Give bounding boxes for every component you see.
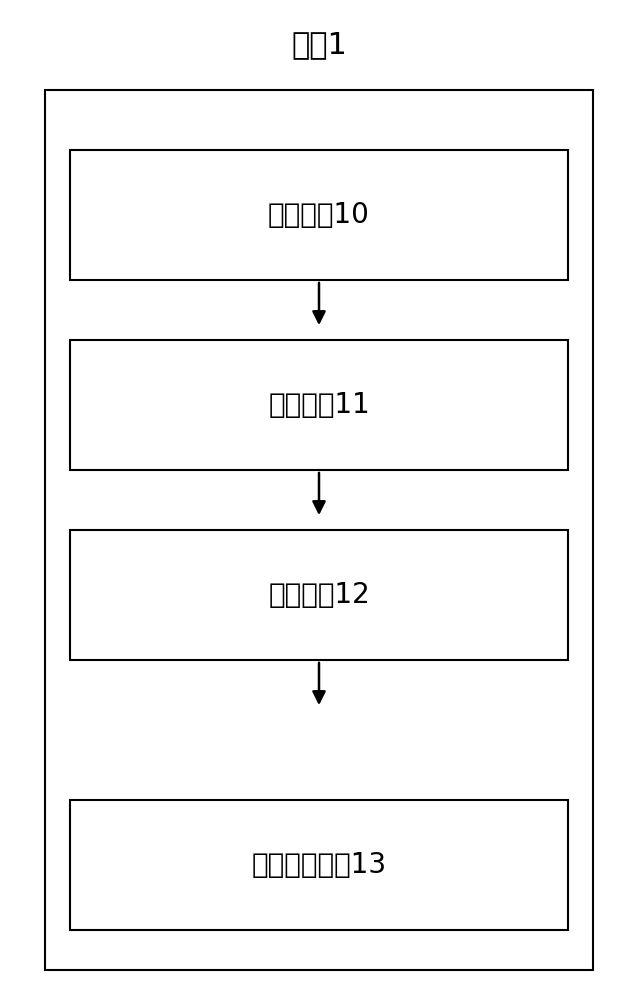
Bar bbox=[70, 530, 568, 660]
Text: 禁止切换单列13: 禁止切换单列13 bbox=[251, 851, 387, 879]
Bar bbox=[45, 90, 593, 970]
Text: 确定单列12: 确定单列12 bbox=[268, 581, 370, 609]
Text: 统计单列11: 统计单列11 bbox=[268, 391, 370, 419]
Bar bbox=[70, 800, 568, 930]
Text: 终煈1: 终煈1 bbox=[291, 30, 347, 60]
Text: 获取单列10: 获取单列10 bbox=[268, 201, 370, 229]
Bar bbox=[70, 150, 568, 280]
Bar bbox=[70, 340, 568, 470]
